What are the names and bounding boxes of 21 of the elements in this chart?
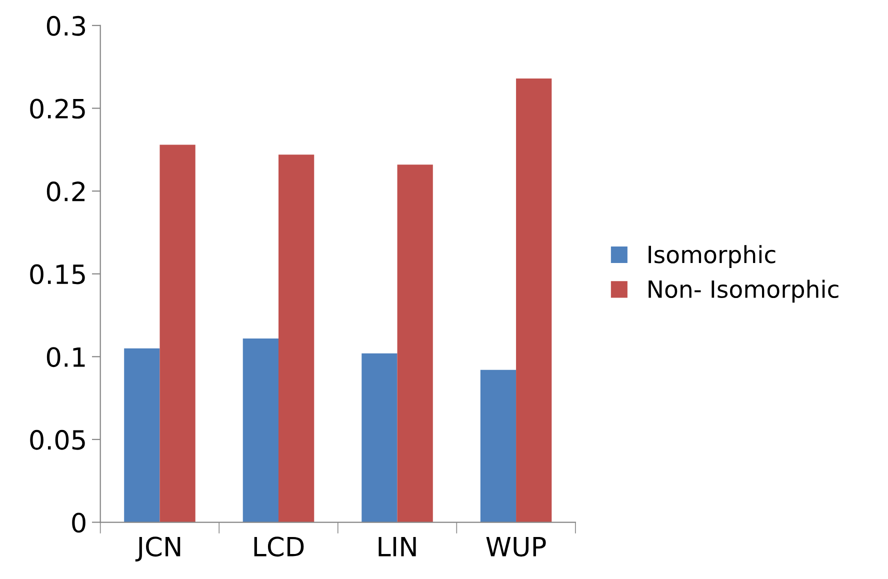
bar: [278, 154, 314, 522]
bar: [397, 164, 433, 522]
x-tick-label: LIN: [378, 536, 416, 556]
bar: [362, 353, 398, 522]
y-tick-label: 0.15: [30, 264, 85, 284]
bar: [124, 348, 160, 522]
legend-label: Isomorphic: [648, 245, 776, 268]
bar: [242, 338, 278, 522]
bar: [160, 144, 196, 522]
y-tick-label: 0.1: [46, 347, 85, 368]
y-tick-label: 0.3: [46, 16, 86, 36]
y-tick-label: 0.05: [30, 430, 85, 450]
x-tick-label: LCD: [254, 536, 304, 557]
bar: [516, 78, 552, 522]
y-tick-label: 0.2: [46, 182, 85, 202]
x-tick-label: WUP: [486, 536, 546, 557]
x-tick-label: JCN: [135, 536, 180, 562]
y-tick-label: 0: [72, 512, 86, 533]
y-tick-label: 0.25: [30, 98, 85, 119]
bar: [480, 370, 516, 522]
legend-label: Non- Isomorphic: [648, 280, 838, 303]
